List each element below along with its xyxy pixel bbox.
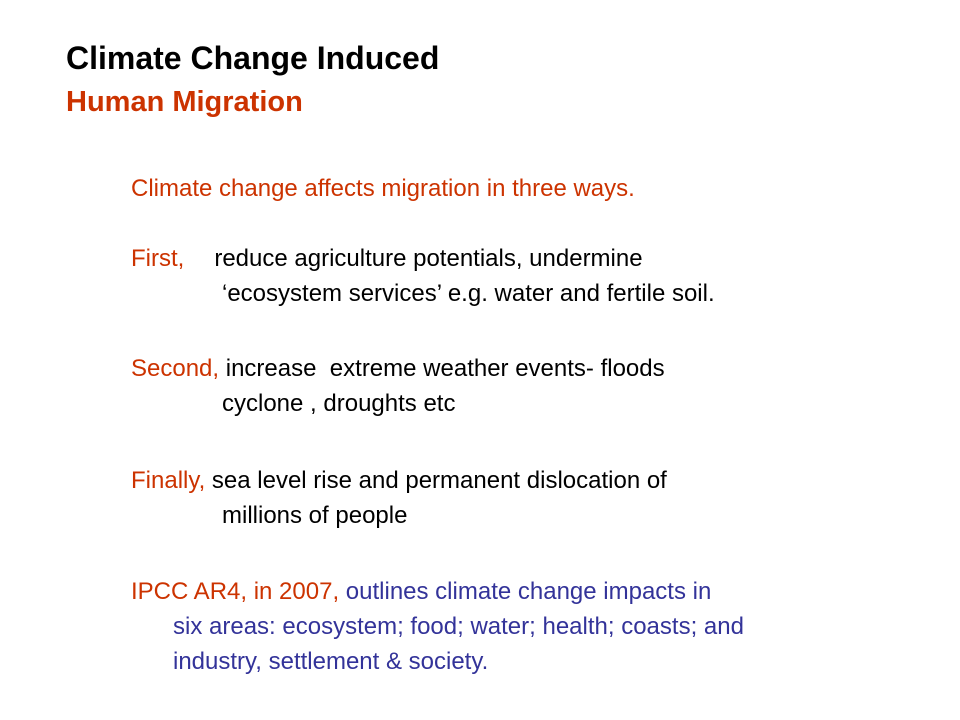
first-line-1: reduce agriculture potentials, undermine [214,245,643,272]
ipcc-line-1: outlines climate change impacts in [339,578,712,605]
slide-title: Climate Change Induced [66,40,440,76]
intro-text: Climate change affects migration in thre… [131,175,635,202]
second-point: Second, increase extreme weather events-… [131,351,665,421]
finally-point: Finally, sea level rise and permanent di… [131,463,667,533]
ipcc-point: IPCC AR4, in 2007, outlines climate chan… [131,574,744,679]
first-line-2: ‘ecosystem services’ e.g. water and fert… [222,280,715,307]
ipcc-line-2: six areas: ecosystem; food; water; healt… [173,613,744,640]
ipcc-label: IPCC AR4, in 2007, [131,578,340,605]
finally-line-1: sea level rise and permanent dislocation… [205,467,667,494]
finally-line-2: millions of people [222,502,408,529]
slide-subtitle: Human Migration [66,86,303,118]
first-label: First, [131,245,185,272]
second-line-1: increase extreme weather events- floods [219,355,665,382]
first-point: First, reduce agriculture potentials, und… [131,241,715,311]
finally-label: Finally, [131,467,206,494]
ipcc-line-3: industry, settlement & society. [173,648,489,675]
second-line-2: cyclone , droughts etc [222,390,456,417]
second-label: Second, [131,355,220,382]
